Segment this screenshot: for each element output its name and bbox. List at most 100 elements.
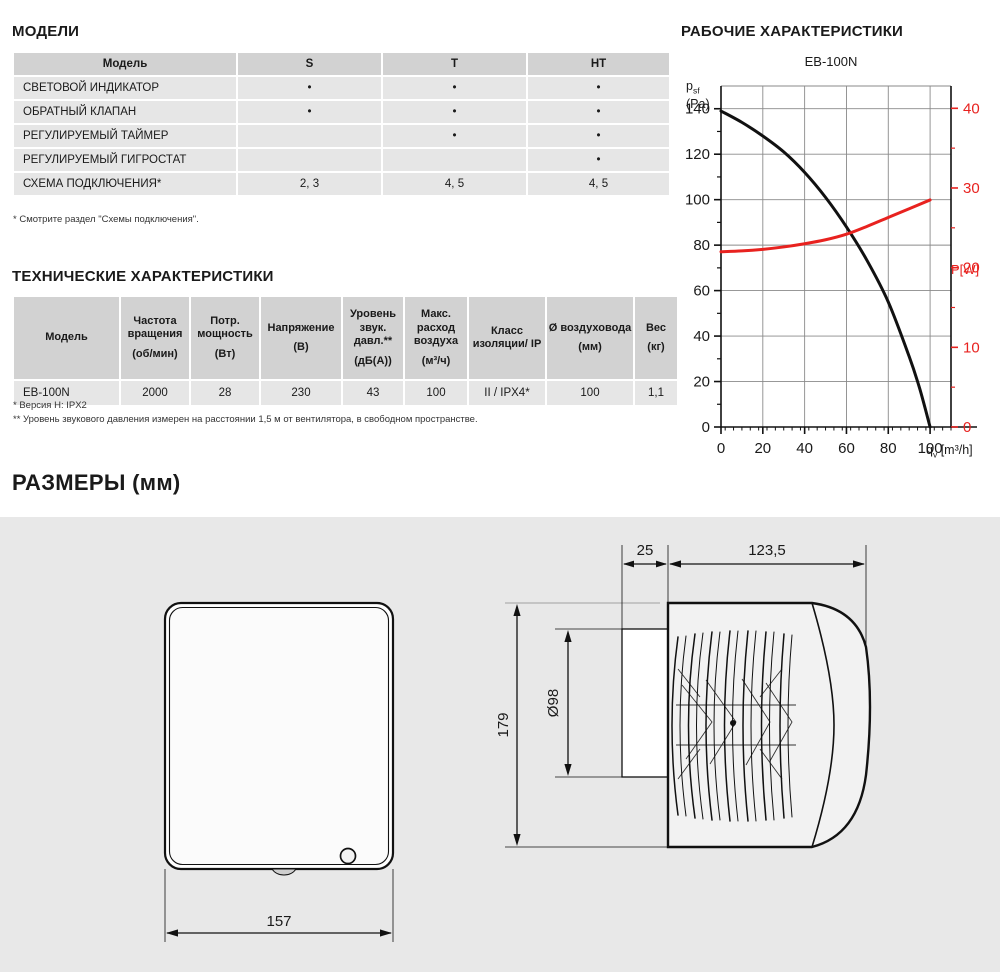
dimension-label-body-depth: 123,5	[748, 542, 786, 559]
tech-footnote-1: * Версия H: IPX2	[13, 400, 87, 411]
table-header-row: Модель S T HT	[14, 53, 669, 75]
tick-label-left: 80	[693, 237, 710, 254]
impeller-hub	[730, 720, 736, 726]
tech-col-airflow: Макс. расход воздуха (м³/ч)	[405, 297, 467, 379]
tech-col-rpm: Частота вращения (об/мин)	[121, 297, 189, 379]
tick-label-right: 20	[963, 260, 980, 277]
cell-voltage: 230	[261, 381, 341, 405]
tech-footnote-2: ** Уровень звукового давления измерен на…	[13, 414, 478, 425]
col-title: Ø воздуховода	[548, 321, 632, 334]
louver-slat-edge	[713, 631, 721, 821]
cell-ht: •	[528, 125, 669, 147]
tick-label-left: 20	[693, 374, 710, 391]
dimensions-section-heading: РАЗМЕРЫ (мм)	[12, 470, 181, 495]
arrow-down	[513, 834, 521, 846]
chart-series	[719, 109, 932, 429]
table-row: ОБРАТНЫЙ КЛАПАН • • •	[14, 101, 669, 123]
tick-label-bottom: 40	[796, 440, 813, 457]
chart-axes	[714, 86, 977, 434]
front-panel-latch	[271, 868, 297, 876]
duct-collar	[621, 628, 671, 778]
front-view: 157	[163, 601, 395, 942]
cell-s: •	[238, 77, 381, 99]
models-table-container: Модель S T HT СВЕТОВОЙ ИНДИКАТОР • • • О…	[12, 51, 671, 197]
louver-slat-edge	[787, 634, 793, 818]
cell-rpm: 2000	[121, 381, 189, 405]
models-col-ht: HT	[528, 53, 669, 75]
tick-label-left: 140	[685, 101, 710, 118]
chart-curve	[719, 109, 932, 429]
cell-insulation: II / IPX4*	[469, 381, 545, 405]
cell-t: •	[383, 101, 526, 123]
blade	[765, 682, 793, 762]
tick-label-left: 0	[702, 419, 710, 436]
front-panel-inner	[168, 606, 390, 866]
models-footnote: * Смотрите раздел "Схемы подключения".	[13, 214, 199, 225]
dimension-label-height: 179	[495, 712, 512, 737]
cell-ht: 4, 5	[528, 173, 669, 195]
chart-ylabel-right: P[W]	[951, 262, 980, 277]
arrow-right	[853, 560, 865, 568]
cell-t	[383, 149, 526, 171]
dimensions-panel: 157	[0, 517, 1000, 972]
louver-slat-edge	[696, 632, 704, 820]
col-title: Частота вращения	[127, 314, 183, 341]
tech-col-insulation: Класс изоляции/ IP	[469, 297, 545, 379]
tech-col-model: Модель	[14, 297, 119, 379]
louver-slat	[760, 631, 767, 821]
side-view: 179 Ø98 25 123,5	[495, 542, 872, 849]
tick-label-bottom: 80	[880, 440, 897, 457]
col-unit: (кг)	[647, 341, 665, 353]
chart-gridlines	[721, 85, 951, 427]
blade	[741, 678, 771, 766]
tick-label-right: 40	[963, 100, 980, 117]
chart-tick-labels: 0 20 40 60 80 100 120 140 0 10 20 30 40 0 20 40 60 80 100	[685, 100, 980, 457]
col-unit: (мм)	[578, 341, 602, 353]
cell-ht: •	[528, 149, 669, 171]
blade	[677, 668, 701, 698]
row-label: РЕГУЛИРУЕМЫЙ ТАЙМЕР	[14, 125, 236, 147]
blade	[681, 684, 713, 760]
tech-section-heading: ТЕХНИЧЕСКИЕ ХАРАКТЕРИСТИКИ	[12, 268, 274, 285]
col-title: Потр. мощность	[197, 314, 253, 341]
tech-col-weight: Вес (кг)	[635, 297, 677, 379]
models-col-t: T	[383, 53, 526, 75]
col-title: Уровень звук. давл.**	[349, 308, 396, 347]
col-title: Макс. расход воздуха	[413, 308, 459, 347]
models-table: Модель S T HT СВЕТОВОЙ ИНДИКАТОР • • • О…	[12, 51, 671, 197]
cell-weight: 1,1	[635, 381, 677, 405]
tech-table: Модель Частота вращения (об/мин) Потр. м…	[12, 295, 679, 407]
dimensions-drawing: 157	[163, 542, 872, 942]
chart-svg: 0 20 40 60 80 100 120 140 0 10 20 30 40 0 20 40 60 80 100	[685, 85, 980, 457]
dimension-label-width: 157	[266, 913, 291, 930]
louver-slat	[723, 630, 731, 822]
row-label: ОБРАТНЫЙ КЛАПАН	[14, 101, 236, 123]
col-title: Модель	[45, 331, 88, 344]
body-side-seam	[811, 602, 835, 848]
cell-t: 4, 5	[383, 173, 526, 195]
cell-model: EB-100N	[14, 381, 119, 405]
louver-slat	[779, 633, 785, 819]
tick-label-left: 60	[693, 283, 710, 300]
col-title: Вес	[645, 321, 667, 334]
tech-col-noise: Уровень звук. давл.** (дБ(А))	[343, 297, 403, 379]
models-col-s: S	[238, 53, 381, 75]
arrow-left	[623, 560, 634, 568]
xlabel-unit: [m³/h]	[940, 443, 973, 457]
row-label: СВЕТОВОЙ ИНДИКАТОР	[14, 77, 236, 99]
tech-col-duct: Ø воздуховода (мм)	[547, 297, 633, 379]
table-row: EB-100N 2000 28 230 43 100 II / IPX4* 10…	[14, 381, 677, 405]
tick-label-left: 100	[685, 192, 710, 209]
col-unit: (В)	[293, 341, 309, 353]
louver-slat	[705, 631, 713, 821]
cell-s	[238, 149, 381, 171]
cell-t: •	[383, 125, 526, 147]
table-row: РЕГУЛИРУЕМЫЙ ГИГРОСТАТ •	[14, 149, 669, 171]
tech-col-power: Потр. мощность (Вт)	[191, 297, 259, 379]
led-indicator-icon	[339, 847, 357, 865]
cell-ht: •	[528, 101, 669, 123]
col-title: Класс изоляции/ IP	[472, 324, 542, 351]
col-unit: (об/мин)	[132, 347, 178, 360]
chart-section-heading: РАБОЧИЕ ХАРАКТЕРИСТИКИ	[681, 23, 904, 40]
table-row: РЕГУЛИРУЕМЫЙ ТАЙМЕР • •	[14, 125, 669, 147]
